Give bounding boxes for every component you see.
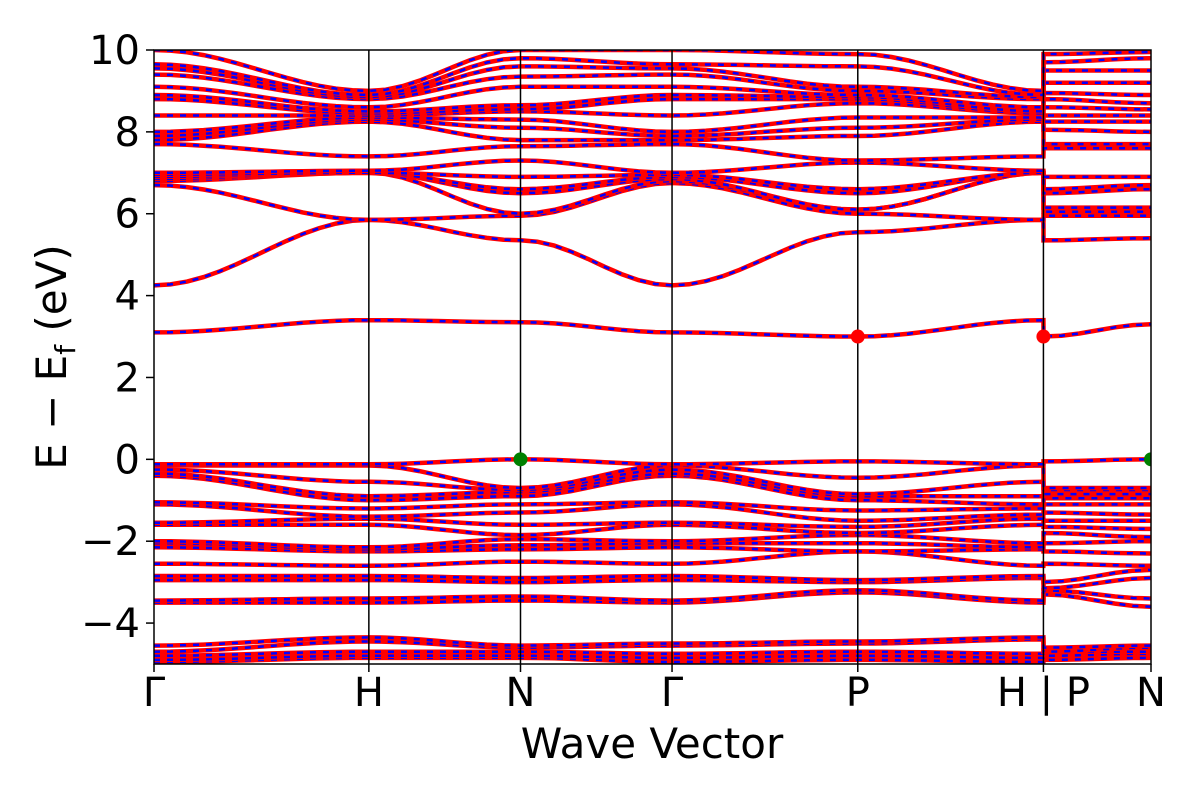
band-41 bbox=[154, 55, 1151, 98]
y-tick-label: 10 bbox=[89, 28, 140, 74]
band-23 bbox=[154, 317, 1151, 339]
x-tick-label: H | P bbox=[997, 670, 1090, 716]
band-dash bbox=[154, 93, 1151, 113]
band-25 bbox=[154, 180, 1151, 223]
y-tick-label: 4 bbox=[115, 274, 140, 320]
x-tick-label: Γ bbox=[661, 670, 684, 716]
band-dash bbox=[154, 550, 1151, 568]
band-dash bbox=[154, 650, 1151, 658]
band-20 bbox=[154, 467, 1151, 497]
x-tick-label: Γ bbox=[143, 670, 166, 716]
band-dash bbox=[154, 171, 1151, 215]
band-9 bbox=[154, 567, 1151, 585]
band-dash bbox=[154, 568, 1151, 584]
band-dash bbox=[154, 118, 1151, 138]
y-tick-label: 8 bbox=[115, 110, 140, 156]
band-30 bbox=[154, 158, 1151, 180]
band-31 bbox=[154, 141, 1151, 163]
band-3 bbox=[154, 649, 1151, 659]
bands-layer bbox=[154, 50, 1151, 664]
band-dash bbox=[154, 120, 1151, 146]
band-42 bbox=[154, 50, 1151, 94]
band-dash bbox=[154, 531, 1151, 549]
x-tick-label: N bbox=[506, 670, 536, 716]
x-axis-label: Wave Vector bbox=[521, 719, 784, 768]
band-dash bbox=[154, 101, 1151, 117]
highlight-point bbox=[513, 452, 528, 467]
band-dash bbox=[154, 116, 1151, 134]
band-2 bbox=[154, 651, 1151, 663]
band-dash bbox=[154, 468, 1151, 496]
band-dash bbox=[154, 142, 1151, 162]
y-tick-label: 2 bbox=[115, 355, 140, 401]
band-dash bbox=[154, 656, 1151, 664]
kpoint-lines bbox=[368, 50, 1045, 664]
band-dash bbox=[154, 546, 1151, 555]
band-22 bbox=[154, 457, 1151, 467]
y-axis-ticks: −4 −2 0 2 4 6 8 10 bbox=[81, 28, 154, 647]
band-dash bbox=[154, 85, 1151, 109]
band-dash bbox=[154, 474, 1151, 506]
x-tick-label: H bbox=[354, 670, 384, 716]
band-10 bbox=[154, 549, 1151, 569]
y-tick-label: 6 bbox=[115, 192, 140, 238]
band-dash bbox=[154, 318, 1151, 338]
band-dash bbox=[154, 218, 1151, 287]
band-37 bbox=[154, 92, 1151, 114]
plot-frame bbox=[153, 49, 1152, 665]
band-dash bbox=[154, 589, 1151, 602]
band-13 bbox=[154, 530, 1151, 550]
band-15 bbox=[154, 516, 1151, 530]
band-dash bbox=[154, 181, 1151, 222]
band-dash bbox=[154, 50, 1151, 93]
highlight-points bbox=[513, 329, 1151, 467]
band-dash bbox=[154, 458, 1151, 466]
y-axis-label-unit: (eV) bbox=[27, 244, 76, 345]
band-7 bbox=[154, 587, 1151, 603]
band-8 bbox=[154, 575, 1151, 591]
y-axis-label: E − Ef (eV) bbox=[27, 244, 82, 470]
x-tick-label: P bbox=[846, 670, 870, 716]
highlight-point bbox=[850, 329, 865, 344]
band-17 bbox=[154, 500, 1151, 513]
band-24 bbox=[154, 217, 1151, 288]
band-dash bbox=[154, 517, 1151, 529]
band-dash bbox=[154, 652, 1151, 662]
band-34 bbox=[154, 115, 1151, 135]
band-dash bbox=[154, 97, 1151, 115]
band-dash bbox=[154, 576, 1151, 590]
highlight-point bbox=[1144, 452, 1151, 467]
band-33 bbox=[154, 117, 1151, 139]
band-32 bbox=[154, 119, 1151, 147]
highlight-point bbox=[1036, 329, 1051, 344]
y-tick-label: −2 bbox=[81, 519, 140, 565]
band-line bbox=[154, 180, 1151, 223]
x-axis-ticks: Γ H N Γ P H | P N bbox=[143, 664, 1166, 716]
band-14 bbox=[154, 522, 1151, 538]
band-dash bbox=[154, 159, 1151, 179]
y-axis-label-main: E − E bbox=[27, 355, 76, 470]
band-dash bbox=[154, 501, 1151, 512]
y-tick-label: 0 bbox=[115, 437, 140, 483]
band-5 bbox=[154, 635, 1151, 650]
band-dash bbox=[154, 56, 1151, 97]
band-19 bbox=[154, 471, 1151, 499]
y-tick-label: −4 bbox=[81, 601, 140, 647]
band-11 bbox=[154, 545, 1151, 556]
band-dash bbox=[154, 472, 1151, 498]
y-axis-label-sub: f bbox=[49, 344, 82, 355]
x-tick-label: N bbox=[1136, 670, 1166, 716]
band-dash bbox=[154, 73, 1151, 101]
band-line bbox=[154, 217, 1151, 288]
band-dash bbox=[154, 636, 1151, 649]
band-38 bbox=[154, 84, 1151, 110]
